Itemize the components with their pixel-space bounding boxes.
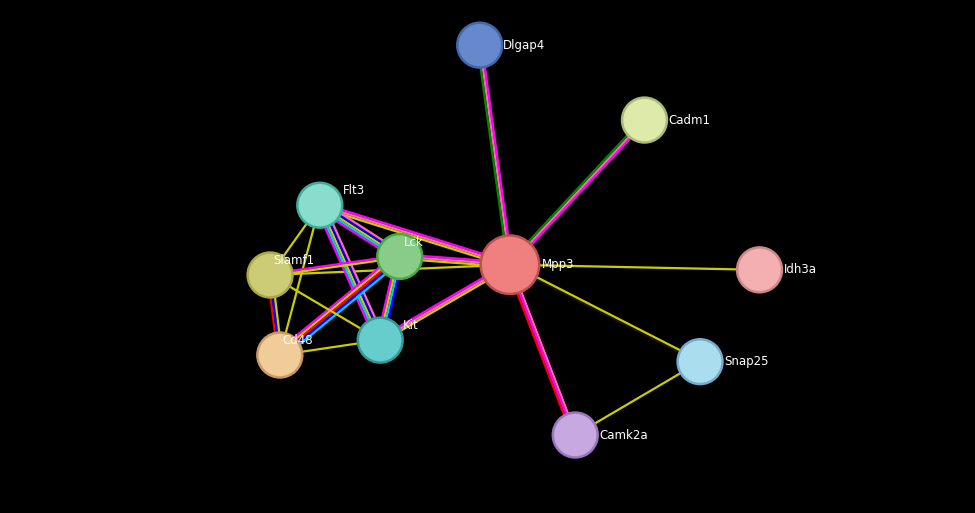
Circle shape [377,234,422,279]
Text: Cadm1: Cadm1 [669,113,711,127]
Circle shape [737,247,782,292]
Circle shape [257,332,302,378]
Circle shape [297,183,342,228]
Text: Slamf1: Slamf1 [273,254,314,267]
Text: Snap25: Snap25 [724,355,769,368]
Text: Dlgap4: Dlgap4 [503,38,545,52]
Circle shape [457,23,502,68]
Text: Kit: Kit [403,319,418,332]
Text: Mpp3: Mpp3 [542,258,574,271]
Circle shape [248,252,292,298]
Circle shape [358,318,403,363]
Circle shape [481,235,539,294]
Circle shape [678,339,722,384]
Text: Idh3a: Idh3a [784,263,817,277]
Text: Lck: Lck [404,235,423,249]
Circle shape [553,412,598,458]
Text: Cd48: Cd48 [283,334,313,347]
Text: Camk2a: Camk2a [600,428,648,442]
Text: Flt3: Flt3 [343,184,366,198]
Circle shape [622,97,667,143]
